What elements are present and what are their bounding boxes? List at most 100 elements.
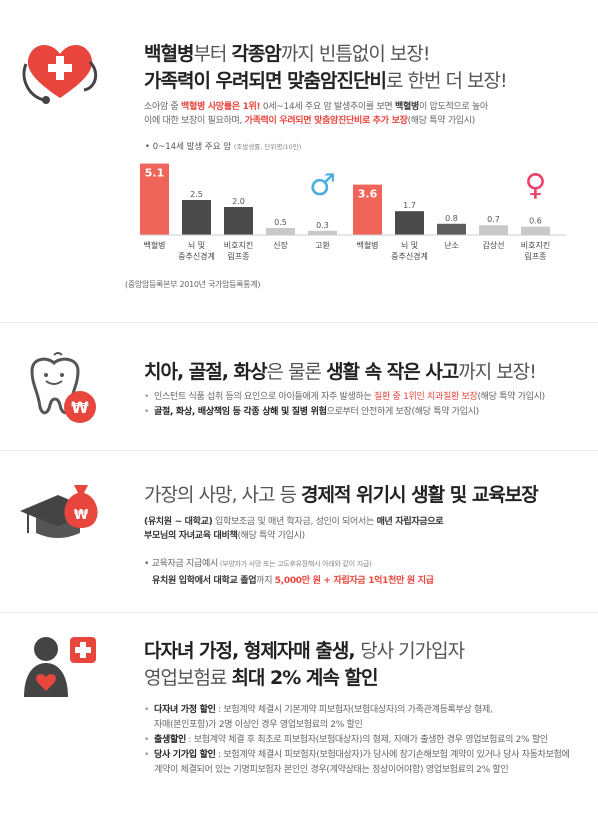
text-span: 교육자금 지급예시 [151, 559, 219, 569]
divider-1 [0, 322, 598, 323]
chart-bar [521, 226, 550, 235]
divider-2 [0, 450, 598, 451]
text-span: 소아암 중 [144, 102, 182, 112]
chart-category-label: 갑상선 [482, 240, 504, 250]
text-span: 당사 기가입자 [360, 640, 465, 662]
chart-category-label: 백혈병 [356, 240, 378, 250]
text-span: 까지 [256, 576, 275, 586]
section2-title: 치아, 골절, 화상은 물론 생활 속 작은 사고까지 보장! [144, 360, 537, 385]
chart-subtitle: (조발생률, 단위명/10만) [233, 143, 302, 151]
text-span: 백혈병 [144, 43, 194, 65]
chart-category-label: 고환 [315, 240, 330, 250]
list-item: 다자녀 가정 할인 : 보험계약 체결시 기본계약 피보험자(보험대상자)의 가… [144, 703, 570, 718]
graduation-cap-money-icon: ₩ [20, 485, 98, 538]
chart-bar [224, 207, 253, 235]
chart-caption: • 0~14세 발생 주요 암 (조발생률, 단위명/10만) [145, 142, 302, 152]
section-accident: ₩ 치아, 골절, 화상은 물론 생활 속 작은 사고까지 보장! 인스턴트 식… [0, 323, 598, 443]
chart-data-label: 0.7 [487, 215, 500, 224]
chart-category-label: 림프종 [227, 251, 249, 261]
section1-title-line1: 백혈병부터 각종암까지 빈틈없이 보장! [144, 42, 507, 67]
chart-data-label: 3.6 [358, 188, 378, 201]
section3-example: • 교육자금 지급예시 (부양자가 사망 또는 고도후유장해시 아래와 같이 지… [144, 557, 434, 588]
text-span: 가장의 사망, 사고 등 [144, 484, 302, 506]
text-span: (부양자가 사망 또는 고도후유장해시 아래와 같이 지급) [217, 560, 372, 568]
text-span: : 보험계약 체결시 기본계약 피보험자(보험대상자)의 가족관계등록부상 형제… [215, 705, 493, 715]
male-symbol-icon: ♂ [309, 168, 336, 203]
text-span: 골절, 화상, 배상책임 등 각종 상해 및 질병 위험 [154, 407, 327, 417]
section3-example-text: 교육자금 지급예시 (부양자가 사망 또는 고도후유장해시 아래와 같이 지급) [152, 559, 372, 569]
chart-bar [140, 163, 169, 235]
text-span: 출생할인 [154, 735, 186, 745]
text-span: 유치원 입학에서 대학교 졸업 [152, 576, 257, 586]
section3-desc-line2: 부모님의 자녀교육 대비책(해당 특약 가입시) [144, 529, 443, 543]
text-span: 0세~14세 주요 암 발생추이를 보면 [260, 102, 395, 112]
chart-data-label: 2.0 [232, 197, 245, 206]
chart-data-label: 0.3 [316, 221, 329, 230]
chart-category-label: 비호지킨 [521, 240, 550, 250]
chart-data-label: 0.5 [274, 218, 287, 227]
tooth-won-icon: ₩ [30, 352, 96, 423]
female-symbol-icon: ♀ [525, 168, 547, 203]
chart-bar [353, 184, 382, 235]
text-span: 까지 빈틈없이 보장! [280, 43, 431, 65]
text-span: 영업보험료 [144, 667, 232, 689]
cancer-incidence-chart: • 0~14세 발생 주요 암 (조발생률, 단위명/10만) 5.1 백혈병 2.… [140, 140, 580, 300]
text-span: (해당 특약 가입시) [407, 116, 476, 126]
list-item: 출생할인 : 보험계약 체결 후 최초로 피보험자(보험대상자)의 형제, 자매… [144, 733, 570, 748]
chart-title: 0~14세 발생 주요 암 [152, 142, 232, 152]
section1-title: 백혈병부터 각종암까지 빈틈없이 보장! 가족력이 우려되면 맞춤암진단비로 한… [144, 42, 508, 94]
text-span: 이에 대한 보장이 필요하며, [144, 116, 245, 126]
section4-title: 다자녀 가정, 형제자매 출생, 당사 기가입자 영업보험료 최대 2% 계속 … [144, 639, 465, 691]
chart-category-label: 신장 [273, 240, 288, 250]
text-span: (해당 특약 가입시) [477, 392, 545, 402]
text-span: 최대 2% 계속 할인 [231, 667, 378, 689]
section1-desc-line2: 이에 대한 보장이 필요하며, 가족력이 우려되면 맞춤암진단비로 추가 보장(… [144, 114, 488, 128]
section4-title-line1: 다자녀 가정, 형제자매 출생, 당사 기가입자 [144, 639, 465, 664]
text-span: 생활 속 작은 사고 [326, 361, 459, 383]
chart-category-label: 비호지킨 [224, 240, 253, 250]
section1-desc: 소아암 중 백혈병 사망률은 1위! 0세~14세 주요 암 발생추이를 보면 … [144, 100, 488, 128]
text-span: 은 물론 [266, 361, 327, 383]
text-span: 계약이 체결되어 있는 기명피보험자 본인인 경우(계약상태는 정상이어야함) … [154, 765, 509, 775]
svg-text:₩: ₩ [71, 398, 89, 417]
section2-bullets: 인스턴트 식품 섭취 등의 요인으로 아이들에게 자주 발생하는 질환 중 1위… [144, 390, 545, 420]
section3-desc: (유치원 ~ 대학교) 입학보조금 및 매년 학자금, 성인이 되어서는 매년 … [144, 515, 444, 543]
chart-bar [266, 228, 295, 235]
text-span: 로 한번 더 보장! [385, 70, 508, 92]
chart-category-label: 림프종 [524, 251, 546, 261]
text-span: 백혈병 [394, 102, 419, 112]
text-span: (유치원 ~ 대학교) [144, 517, 213, 527]
text-span: 으로부터 안전하게 보장(해당 특약 가입시) [326, 407, 480, 417]
text-span: 치아, 골절, 화상 [144, 361, 268, 383]
chart-category-label: 중추신경계 [391, 251, 428, 261]
heart-stethoscope-icon [22, 45, 98, 104]
chart-category-label: 뇌 및 [188, 240, 205, 250]
text-span: : 보험계약 체결시 피보험자(보험대상자)가 당사에 장기손해보험 계약이 있… [215, 750, 570, 760]
chart-data-label: 1.7 [403, 201, 416, 210]
text-span: 가족력이 우려되면 맞춤암진단비로 추가 보장 [244, 116, 408, 126]
chart-bar [395, 211, 424, 235]
chart-source: (중앙암등록본부 2010년 국가암등록통계) [125, 280, 261, 289]
text-span: 각종암 [231, 43, 281, 65]
text-span: 자매(본인포함)가 2명 이상인 경우 영업보험료의 2% 할인 [154, 720, 363, 730]
text-span: 경제적 위기시 생활 및 교육보장 [301, 484, 539, 506]
text-span: 질환 중 1위인 치과질환 보장 [374, 392, 478, 402]
section3-example-line2: 유치원 입학에서 대학교 졸업까지 5,000만 원 + 자립자금 1억1천만 … [152, 574, 434, 588]
text-span: 이 압도적으로 높아 [418, 102, 488, 112]
text-span: 다자녀 가정, 형제자매 출생, [144, 640, 361, 662]
mother-child-icon [24, 637, 96, 697]
text-span: 다자녀 가정 할인 [154, 705, 216, 715]
list-item: 골절, 화상, 배상책임 등 각종 상해 및 질병 위험으로부터 안전하게 보장… [144, 405, 545, 420]
text-span: 입학보조금 및 매년 학자금, 성인이 되어서는 [212, 517, 377, 527]
list-item: 당사 기가입 할인 : 보험계약 체결시 피보험자(보험대상자)가 당사에 장기… [144, 748, 570, 763]
chart-category-label: 백혈병 [143, 240, 165, 250]
section3-title: 가장의 사망, 사고 등 경제적 위기시 생활 및 교육보장 [144, 483, 539, 508]
chart-category-label: 중추신경계 [178, 251, 215, 261]
text-span: 가족력이 우려되면 맞춤암진단비 [144, 70, 387, 92]
chart-bar [479, 225, 508, 235]
text-span: 인스턴트 식품 섭취 등의 요인으로 아이들에게 자주 발생하는 [154, 392, 375, 402]
text-span: : 보험계약 체결 후 최초로 피보험자(보험대상자)의 형제, 자매가 출생한… [185, 735, 548, 745]
text-span: (해당 특약 가입시) [237, 531, 305, 541]
chart-data-label: 0.8 [445, 214, 458, 223]
